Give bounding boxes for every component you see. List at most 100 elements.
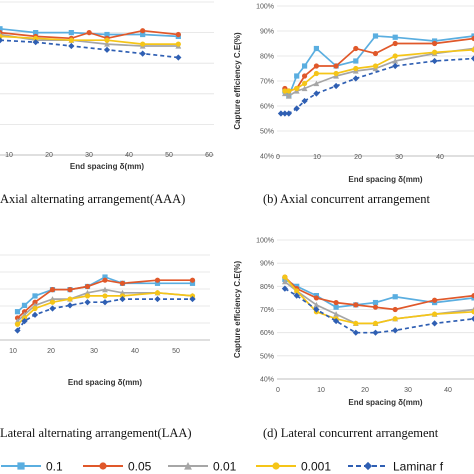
caption-a-text: Axial alternating arrangement(AAA) bbox=[0, 192, 185, 206]
data-point bbox=[49, 287, 56, 293]
series-line bbox=[0, 39, 179, 59]
data-point bbox=[175, 54, 182, 61]
data-point bbox=[21, 315, 28, 321]
data-point bbox=[301, 97, 308, 105]
data-point bbox=[154, 277, 161, 283]
data-point bbox=[353, 45, 359, 52]
chart-panels: 10 20 30 40 50 60 End spacing δ(mm) 40% 50% 60% 70… bbox=[0, 1, 474, 407]
data-point bbox=[353, 65, 359, 72]
x-tick-label: 30 bbox=[85, 152, 93, 159]
legend-item-s4: Laminar f bbox=[348, 460, 444, 474]
data-point bbox=[0, 37, 4, 44]
data-point bbox=[470, 55, 474, 62]
data-point bbox=[119, 293, 126, 299]
data-point bbox=[431, 57, 438, 65]
caption-b-text: (b) Axial concurrent arrangement bbox=[263, 192, 430, 206]
data-point bbox=[31, 311, 39, 318]
data-point bbox=[282, 88, 288, 94]
data-point bbox=[471, 295, 474, 301]
x-tick-label: 30 bbox=[404, 387, 412, 394]
data-point bbox=[333, 304, 339, 310]
data-point bbox=[86, 29, 92, 36]
x-tick-label: 30 bbox=[90, 348, 98, 355]
data-point bbox=[0, 26, 3, 32]
y-tick-label: 90% bbox=[260, 29, 274, 36]
data-point bbox=[32, 293, 38, 299]
legend-swatch-marker bbox=[272, 462, 280, 470]
series-s4 bbox=[14, 295, 196, 334]
data-point bbox=[431, 320, 438, 327]
x-tick-label: 40 bbox=[436, 154, 444, 161]
x-tick-label: 10 bbox=[317, 387, 325, 394]
data-point bbox=[281, 110, 288, 117]
data-point bbox=[189, 277, 196, 283]
legend-item-s1: 0.05 bbox=[83, 460, 152, 474]
series-s0 bbox=[282, 33, 474, 99]
data-point bbox=[333, 70, 339, 77]
data-point bbox=[313, 80, 320, 87]
chart-panel-2: 10 20 30 40 50 End spacing δ(mm) bbox=[0, 254, 210, 387]
data-point bbox=[294, 73, 300, 79]
data-point bbox=[140, 31, 146, 38]
data-point bbox=[119, 280, 126, 286]
data-point bbox=[372, 299, 379, 306]
series-s3 bbox=[14, 290, 196, 327]
data-point bbox=[432, 49, 438, 55]
data-point bbox=[154, 290, 161, 296]
y-tick-label: 60% bbox=[260, 330, 274, 337]
series-s4 bbox=[281, 285, 474, 336]
data-point bbox=[102, 277, 108, 283]
data-point bbox=[313, 45, 319, 52]
data-point bbox=[66, 302, 74, 309]
series-s3 bbox=[282, 47, 474, 94]
y-tick-label: 70% bbox=[260, 307, 274, 314]
data-point bbox=[140, 41, 146, 47]
series-s3 bbox=[0, 33, 181, 47]
data-point bbox=[301, 73, 308, 79]
legend-label: 0.001 bbox=[301, 460, 331, 474]
data-point bbox=[313, 306, 320, 313]
data-point bbox=[301, 80, 308, 87]
data-point bbox=[313, 295, 319, 301]
data-point bbox=[313, 301, 320, 308]
y-tick-label: 80% bbox=[260, 54, 274, 61]
x-tick-label: 10 bbox=[9, 348, 17, 355]
data-point bbox=[471, 47, 474, 53]
caption-d-text: (d) Lateral concurrent arrangement bbox=[263, 426, 439, 440]
x-tick-label: 20 bbox=[47, 348, 55, 355]
data-point bbox=[282, 274, 288, 280]
y-tick-label: 70% bbox=[260, 79, 274, 86]
data-point bbox=[104, 41, 110, 47]
data-point bbox=[154, 295, 161, 303]
data-point bbox=[471, 33, 474, 39]
x-axis-title: End spacing δ(mm) bbox=[348, 175, 423, 184]
data-point bbox=[281, 285, 288, 292]
x-tick-label: 40 bbox=[444, 387, 452, 394]
y-tick-label: 100% bbox=[256, 4, 274, 11]
caption-c-text: Lateral alternating arrangement(LAA) bbox=[0, 426, 192, 440]
data-point bbox=[175, 31, 181, 38]
data-point bbox=[21, 302, 28, 308]
data-point bbox=[372, 329, 379, 336]
caption-a: Axial alternating arrangement(AAA) bbox=[0, 192, 185, 206]
chart-panel-0: 10 20 30 40 50 60 End spacing δ(mm) bbox=[0, 1, 214, 171]
data-point bbox=[281, 278, 288, 285]
chart-panel-1: 40% 50% 60% 70% 80% 90% 100% 0 10 20 30 40 End spaci… bbox=[233, 4, 474, 184]
legend-swatch-marker bbox=[17, 462, 25, 470]
data-point bbox=[102, 286, 108, 293]
series-line bbox=[0, 35, 179, 45]
data-point bbox=[119, 295, 126, 303]
y-tick-label: 50% bbox=[260, 353, 274, 360]
data-point bbox=[104, 31, 110, 38]
caption-d: (d) Lateral concurrent arrangement bbox=[263, 426, 439, 440]
x-tick-label: 10 bbox=[313, 154, 321, 161]
x-tick-label: 50 bbox=[165, 152, 173, 159]
data-point bbox=[67, 296, 73, 302]
data-point bbox=[139, 50, 146, 57]
series-line bbox=[16, 279, 193, 319]
data-point bbox=[84, 293, 91, 299]
data-point bbox=[33, 35, 39, 41]
data-point bbox=[392, 34, 398, 40]
data-point bbox=[432, 297, 438, 303]
